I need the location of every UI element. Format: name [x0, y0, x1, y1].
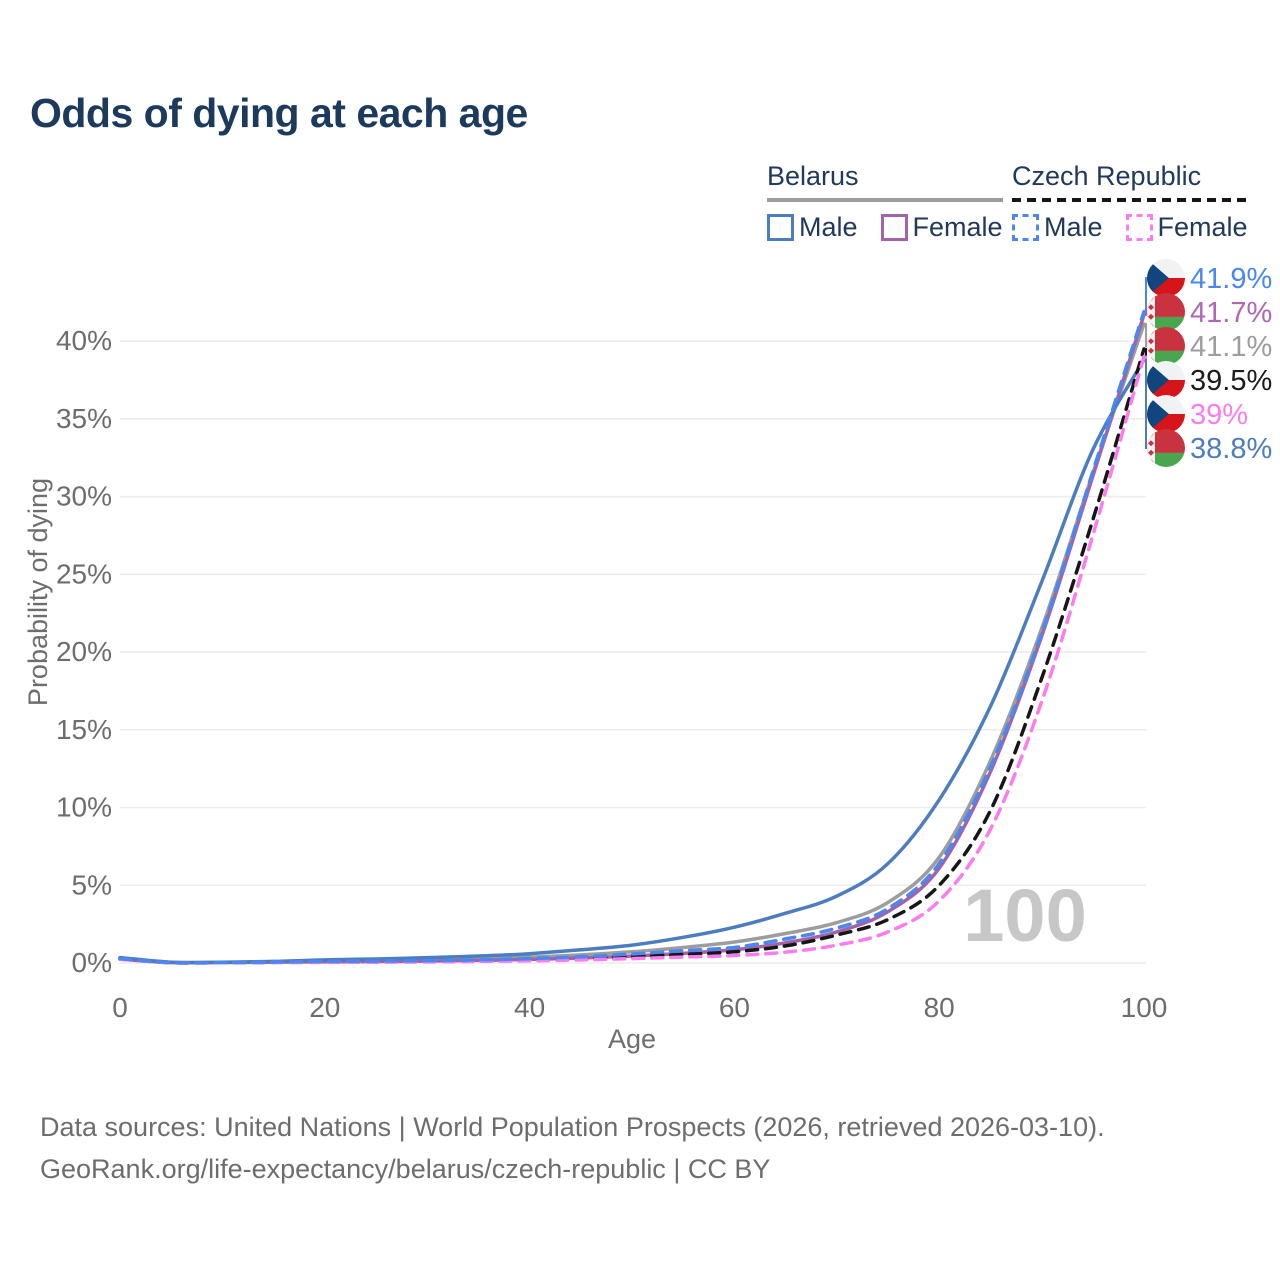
legend-label-belarus-female: Female — [912, 212, 1003, 242]
legend-country-belarus[interactable]: Belarus — [767, 161, 1003, 202]
czech-flag-triangle — [1147, 395, 1169, 433]
legend-swatch-czech-female[interactable] — [1125, 214, 1153, 241]
end-connector-belarus-male — [1145, 358, 1147, 449]
y-tick-20%: 20% — [56, 636, 112, 667]
belarus-flag-icon — [1147, 327, 1185, 365]
legend-group-czech-republic: Czech Republic Male Female — [1012, 161, 1248, 243]
x-tick-20: 20 — [309, 992, 340, 1023]
legend-underline-belarus — [767, 198, 1003, 202]
x-axis-title: Age — [608, 1024, 656, 1054]
belarus-flag-green — [1147, 316, 1185, 331]
end-connector-czech-male — [1145, 277, 1147, 313]
x-tick-80: 80 — [924, 992, 955, 1023]
legend-item-czech-female[interactable]: Female — [1125, 212, 1248, 243]
end-label-czech-male: 41.9% — [1190, 263, 1272, 295]
czech-flag-triangle — [1147, 259, 1169, 297]
legend-item-belarus-male[interactable]: Male — [767, 212, 858, 243]
legend-label-czech-female: Female — [1157, 212, 1248, 242]
legend-items-belarus: Male Female — [767, 212, 1003, 243]
y-axis-title: Probability of dying — [23, 478, 53, 706]
legend-swatch-belarus-female[interactable] — [880, 214, 908, 241]
series-line-belarus-female[interactable] — [118, 312, 1146, 965]
hover-age-watermark: 100 — [963, 874, 1086, 957]
belarus-flag-ornament-strip — [1147, 429, 1155, 467]
y-tick-10%: 10% — [56, 792, 112, 823]
x-tick-100: 100 — [1121, 992, 1168, 1023]
legend-country-belarus-label[interactable]: Belarus — [767, 161, 859, 191]
belarus-flag-ornament — [1147, 440, 1154, 447]
end-label-czech-both: 39.5% — [1190, 365, 1272, 397]
end-label-belarus-male: 38.8% — [1190, 433, 1272, 465]
legend-item-belarus-female[interactable]: Female — [880, 212, 1003, 243]
belarus-flag-ornament — [1147, 313, 1154, 320]
end-label-belarus-both: 41.1% — [1190, 331, 1272, 363]
y-tick-15%: 15% — [56, 714, 112, 745]
czech-flag-icon — [1147, 361, 1185, 399]
belarus-flag-ornament — [1147, 338, 1154, 345]
y-tick-25%: 25% — [56, 558, 112, 589]
belarus-flag-red — [1147, 293, 1185, 317]
belarus-flag-ornament — [1147, 304, 1154, 311]
belarus-flag-green — [1147, 350, 1185, 365]
belarus-flag-ornament — [1147, 449, 1154, 456]
end-label-belarus-female: 41.7% — [1190, 297, 1272, 329]
end-annotations-layer: 41.9%41.7%41.1%39.5%39%38.8% — [1145, 259, 1272, 467]
czech-flag-triangle — [1147, 361, 1169, 399]
x-tick-40: 40 — [514, 992, 545, 1023]
y-tick-40%: 40% — [56, 325, 112, 356]
legend-item-czech-male[interactable]: Male — [1012, 212, 1103, 243]
legend-group-belarus: Belarus Male Female — [767, 161, 1003, 243]
legend-swatch-belarus-male[interactable] — [767, 214, 794, 241]
belarus-flag-icon — [1147, 429, 1185, 467]
gridlines-layer — [120, 340, 1146, 964]
axis-layer: 0% 5% 10% 15% 20% 25% 30% 35% 40% 0 20 40 60 80 100 Age… — [23, 325, 1167, 1054]
legend-country-czech-republic[interactable]: Czech Republic — [1012, 161, 1248, 202]
series-layer — [118, 309, 1146, 965]
belarus-flag-icon — [1147, 293, 1185, 331]
belarus-flag-ornament-strip — [1147, 293, 1155, 331]
belarus-flag-ornament — [1147, 347, 1154, 354]
czech-flag-icon — [1147, 259, 1185, 297]
y-tick-30%: 30% — [56, 481, 112, 512]
belarus-flag-red — [1147, 327, 1185, 351]
series-line-belarus-male[interactable] — [118, 358, 1146, 965]
y-tick-5%: 5% — [72, 869, 112, 900]
legend-underline-czech — [1012, 198, 1248, 202]
legend-label-belarus-male: Male — [799, 212, 858, 242]
y-tick-0%: 0% — [72, 947, 112, 978]
legend-country-czech-label[interactable]: Czech Republic — [1012, 161, 1202, 191]
chart-title: Odds of dying at each age — [30, 90, 528, 136]
data-sources-footer: Data sources: United Nations | World Pop… — [40, 1106, 1105, 1190]
belarus-flag-red — [1147, 429, 1185, 453]
footer-sources-line: Data sources: United Nations | World Pop… — [40, 1112, 1105, 1142]
series-line-czech-female[interactable] — [118, 354, 1146, 965]
legend-swatch-czech-male[interactable] — [1012, 214, 1039, 241]
legend-label-czech-male: Male — [1044, 212, 1103, 242]
end-connector-belarus-both — [1145, 323, 1147, 347]
y-tick-35%: 35% — [56, 403, 112, 434]
series-line-czech-male[interactable] — [118, 309, 1146, 965]
end-connector-belarus-female — [1145, 311, 1147, 316]
czech-flag-icon — [1147, 395, 1185, 433]
x-tick-0: 0 — [112, 992, 128, 1023]
legend-items-czech: Male Female — [1012, 212, 1248, 243]
x-tick-60: 60 — [719, 992, 750, 1023]
series-line-czech-both[interactable] — [118, 347, 1146, 965]
belarus-flag-green — [1147, 452, 1185, 467]
series-line-belarus-both[interactable] — [118, 322, 1146, 965]
footer-attribution-line: GeoRank.org/life-expectancy/belarus/czec… — [40, 1154, 771, 1184]
belarus-flag-ornament-strip — [1147, 327, 1155, 365]
end-label-czech-female: 39% — [1190, 399, 1248, 431]
